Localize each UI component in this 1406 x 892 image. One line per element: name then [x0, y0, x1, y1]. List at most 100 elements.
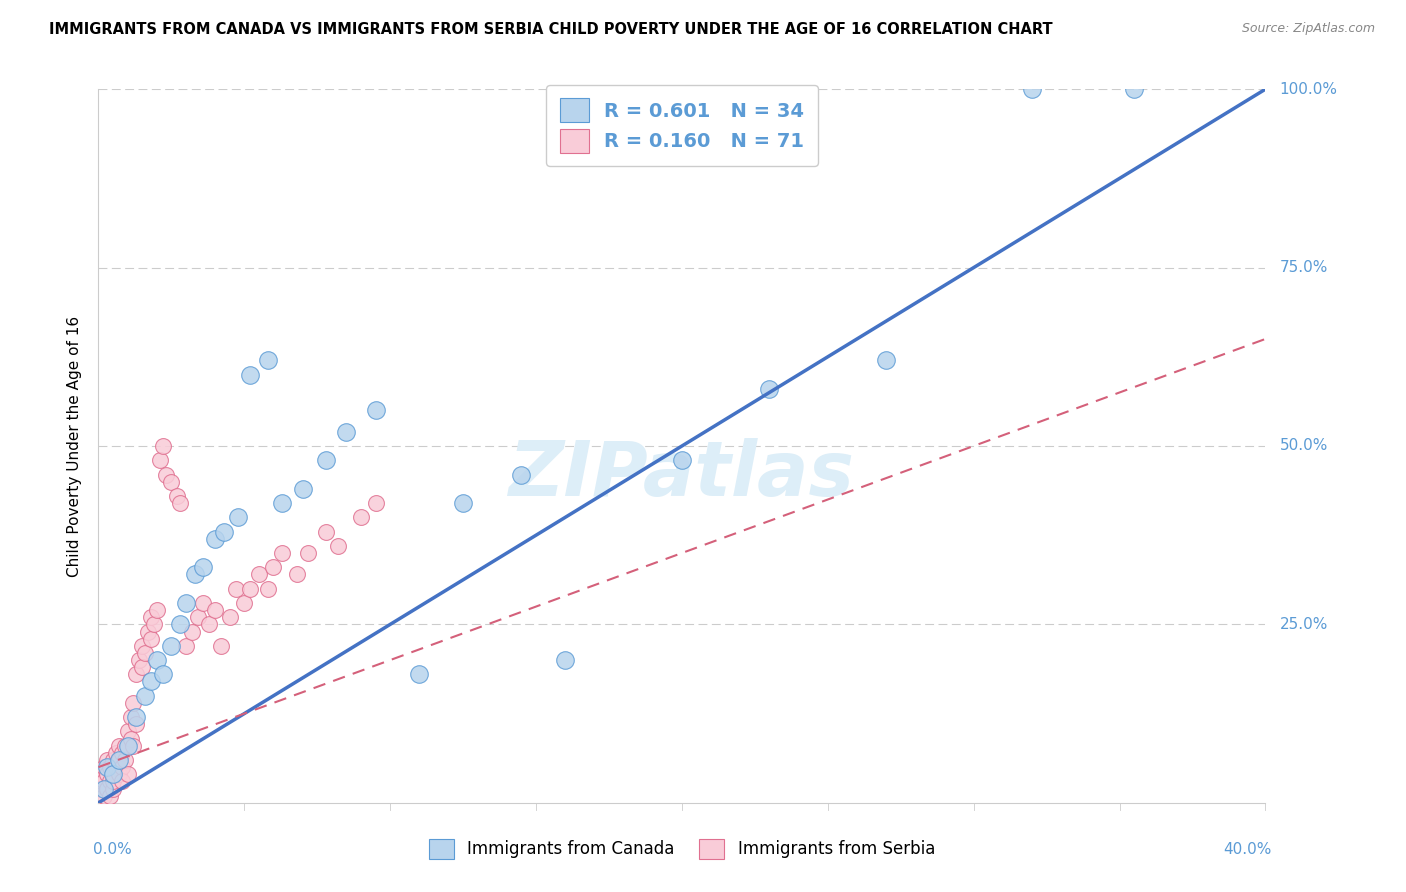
Point [183, 567, 205, 582]
Point [169, 496, 191, 510]
Point [155, 467, 177, 482]
Point [160, 475, 183, 489]
Point [510, 467, 533, 482]
Point [104, 760, 127, 774]
Point [180, 624, 202, 639]
Point [128, 653, 150, 667]
Point [315, 524, 337, 539]
Point [93, 760, 115, 774]
Point [1021, 82, 1043, 96]
Point [256, 353, 278, 368]
Point [93, 774, 115, 789]
Point [247, 567, 270, 582]
Point [408, 667, 430, 681]
Point [174, 639, 197, 653]
Point [291, 482, 314, 496]
Point [90, 767, 112, 781]
Text: 40.0%: 40.0% [1223, 842, 1271, 857]
Point [101, 774, 124, 789]
Point [108, 753, 131, 767]
Point [209, 639, 232, 653]
Point [93, 789, 115, 803]
Point [114, 739, 136, 753]
Point [204, 603, 226, 617]
Y-axis label: Child Poverty Under the Age of 16: Child Poverty Under the Age of 16 [67, 316, 83, 576]
Point [193, 596, 215, 610]
Point [98, 760, 121, 774]
Point [225, 582, 247, 596]
Point [285, 567, 308, 582]
Point [554, 653, 576, 667]
Point [117, 724, 139, 739]
Point [350, 510, 373, 524]
Point [122, 739, 145, 753]
Point [98, 789, 121, 803]
Point [364, 403, 387, 417]
Point [101, 781, 124, 796]
Point [1123, 82, 1146, 96]
Point [193, 560, 215, 574]
Point [111, 774, 134, 789]
Text: ZIPatlas: ZIPatlas [509, 438, 855, 511]
Point [451, 496, 474, 510]
Point [160, 639, 183, 653]
Point [212, 524, 235, 539]
Legend: Immigrants from Canada, Immigrants from Serbia: Immigrants from Canada, Immigrants from … [422, 832, 942, 866]
Point [239, 368, 262, 382]
Point [134, 646, 156, 660]
Text: 0.0%: 0.0% [93, 842, 131, 857]
Text: 25.0%: 25.0% [1279, 617, 1327, 632]
Point [166, 489, 188, 503]
Point [364, 496, 387, 510]
Point [198, 617, 221, 632]
Point [139, 674, 162, 689]
Point [271, 496, 294, 510]
Point [108, 767, 131, 781]
Text: IMMIGRANTS FROM CANADA VS IMMIGRANTS FROM SERBIA CHILD POVERTY UNDER THE AGE OF : IMMIGRANTS FROM CANADA VS IMMIGRANTS FRO… [49, 22, 1053, 37]
Point [101, 767, 124, 781]
Point [671, 453, 693, 467]
Point [96, 781, 118, 796]
Point [111, 760, 134, 774]
Point [262, 560, 284, 574]
Point [228, 510, 250, 524]
Point [152, 439, 174, 453]
Point [297, 546, 319, 560]
Point [131, 639, 153, 653]
Point [149, 453, 172, 467]
Point [146, 603, 169, 617]
Point [335, 425, 357, 439]
Point [131, 660, 153, 674]
Point [174, 596, 197, 610]
Point [146, 653, 169, 667]
Point [256, 582, 278, 596]
Point [98, 774, 121, 789]
Point [125, 717, 148, 731]
Point [875, 353, 897, 368]
Point [104, 746, 127, 760]
Point [117, 767, 139, 781]
Point [90, 774, 112, 789]
Point [108, 753, 131, 767]
Point [136, 624, 159, 639]
Point [218, 610, 240, 624]
Text: 75.0%: 75.0% [1279, 260, 1327, 275]
Point [233, 596, 256, 610]
Point [152, 667, 174, 681]
Point [125, 667, 148, 681]
Point [96, 760, 118, 774]
Point [169, 617, 191, 632]
Point [93, 781, 115, 796]
Point [111, 746, 134, 760]
Point [139, 632, 162, 646]
Point [239, 582, 262, 596]
Point [139, 610, 162, 624]
Point [134, 689, 156, 703]
Point [204, 532, 226, 546]
Point [108, 739, 131, 753]
Point [90, 781, 112, 796]
Point [96, 753, 118, 767]
Point [96, 781, 118, 796]
Point [120, 731, 142, 746]
Point [120, 710, 142, 724]
